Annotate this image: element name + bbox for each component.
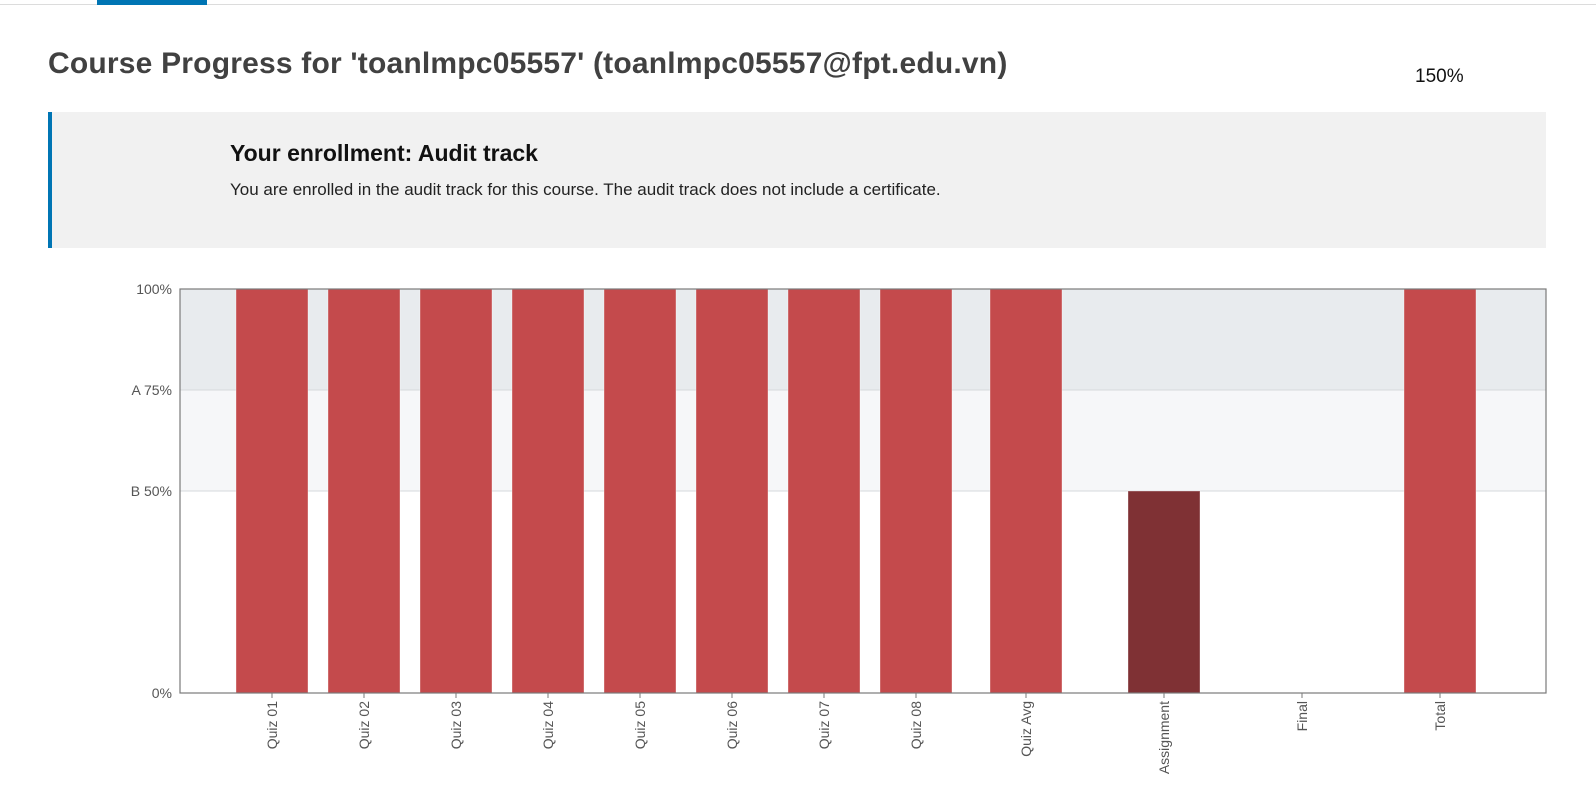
y-tick-label: B 50% [131, 483, 172, 499]
bar-assignment[interactable] [1127, 490, 1201, 694]
bar-quiz-02[interactable] [327, 288, 401, 694]
y-tick-label: 0% [152, 685, 172, 701]
bar-quiz-07[interactable] [787, 288, 861, 694]
x-label-quiz-03: Quiz 03 [448, 701, 464, 749]
bar-total[interactable] [1403, 288, 1477, 694]
x-label-quiz-07: Quiz 07 [816, 701, 832, 749]
bar-quiz-04[interactable] [511, 288, 585, 694]
y-tick-label: 100% [136, 281, 172, 297]
x-label-assignment: Assignment [1156, 701, 1172, 774]
top-nav-rule [0, 4, 1596, 5]
bar-quiz-05[interactable] [603, 288, 677, 694]
plot-frame [179, 288, 1547, 694]
grade-chart: 0% B 50% A 75% 100% Quiz 01 Quiz 02 Quiz 03 Qu… [131, 281, 1547, 774]
x-label-quiz-08: Quiz 08 [908, 701, 924, 749]
x-label-quiz-02: Quiz 02 [356, 701, 372, 749]
x-label-quiz-05: Quiz 05 [632, 701, 648, 749]
bar-quiz-avg[interactable] [989, 288, 1063, 694]
bar-quiz-08[interactable] [879, 288, 953, 694]
x-label-quiz-01: Quiz 01 [264, 701, 280, 749]
x-label-quiz-06: Quiz 06 [724, 701, 740, 749]
enrollment-message: You are enrolled in the audit track for … [230, 180, 941, 199]
bar-quiz-01[interactable] [235, 288, 309, 694]
bar-quiz-06[interactable] [695, 288, 769, 694]
x-label-final: Final [1294, 701, 1310, 731]
enrollment-title: Your enrollment: Audit track [230, 140, 538, 166]
zoom-level: 150% [1415, 66, 1464, 87]
y-tick-label: A 75% [132, 382, 172, 398]
x-label-quiz-04: Quiz 04 [540, 701, 556, 749]
x-label-quiz-avg: Quiz Avg [1018, 701, 1034, 757]
grade-band-a [180, 289, 1546, 390]
page-title: Course Progress for 'toanlmpc05557' (toa… [48, 47, 1008, 80]
x-label-total: Total [1432, 701, 1448, 731]
active-tab-indicator[interactable] [97, 0, 207, 5]
grade-band-b [180, 390, 1546, 491]
bar-quiz-03[interactable] [419, 288, 493, 694]
enrollment-banner: Your enrollment: Audit track You are enr… [48, 112, 1546, 248]
